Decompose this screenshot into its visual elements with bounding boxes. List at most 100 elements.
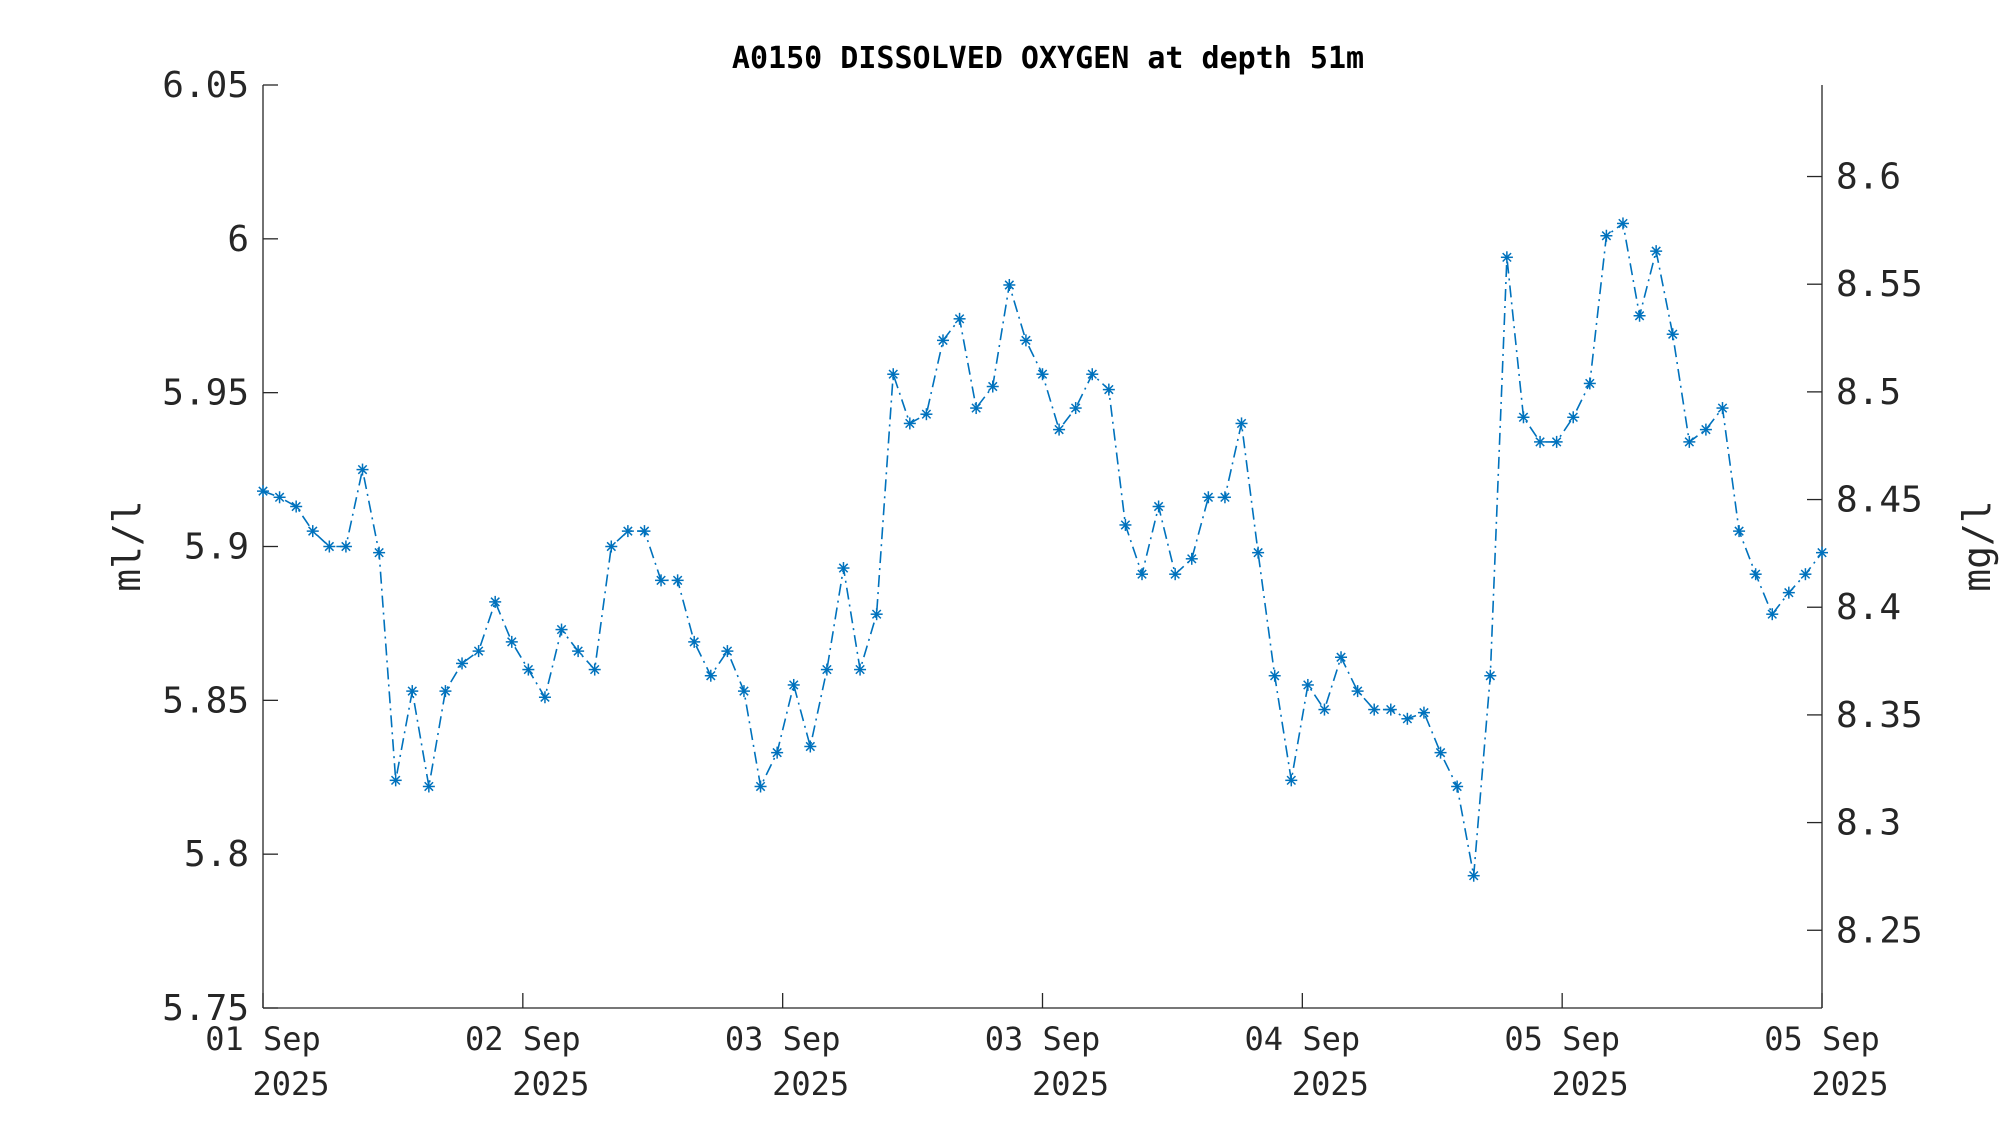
- y-tick-label-right: 8.45: [1836, 480, 1923, 521]
- data-point-marker: [1799, 568, 1812, 581]
- data-point-marker: [1534, 435, 1547, 448]
- data-point-marker: [489, 595, 502, 608]
- data-point-marker: [870, 608, 883, 621]
- data-point-marker: [970, 402, 983, 415]
- data-point-marker: [406, 685, 419, 698]
- data-point-marker: [356, 463, 369, 476]
- data-point-marker: [1666, 328, 1679, 341]
- x-tick-label-year: 2025: [252, 1065, 329, 1103]
- data-point-marker: [1600, 229, 1613, 242]
- data-point-marker: [1368, 703, 1381, 716]
- data-point-marker: [1351, 685, 1364, 698]
- x-ticks: 01 Sep 2025 02 Sep 2025 03 Sep 2025 03 Sep 2025…: [205, 993, 1889, 1103]
- data-point-marker: [1318, 703, 1331, 716]
- data-point-marker: [1102, 383, 1115, 396]
- data-point-marker: [1301, 678, 1314, 691]
- data-point-marker: [920, 408, 933, 421]
- right-y-ticks: 8.25 8.3 8.35 8.4 8.45 8.5 8.55 8.6: [1807, 157, 1923, 951]
- x-tick-label-date: 01 Sep: [205, 1020, 321, 1058]
- chart-title: A0150 DISSOLVED OXYGEN at depth 51m: [732, 41, 1364, 76]
- y-tick-label-right: 8.5: [1836, 372, 1901, 413]
- data-point-marker: [655, 574, 668, 587]
- x-tick-label-date: 03 Sep: [985, 1020, 1101, 1058]
- x-tick-label-date: 05 Sep: [1764, 1020, 1880, 1058]
- data-point-marker: [1019, 334, 1032, 347]
- data-point-marker: [456, 657, 469, 670]
- data-point-marker: [837, 562, 850, 575]
- y-axis-label-right: mg/l: [1955, 500, 1999, 592]
- data-point-marker: [572, 645, 585, 658]
- data-point-marker: [1550, 435, 1563, 448]
- data-point-marker: [422, 780, 435, 793]
- data-point-marker: [1185, 552, 1198, 565]
- data-point-marker: [522, 663, 535, 676]
- data-point-marker: [887, 368, 900, 381]
- data-point-marker: [472, 645, 485, 658]
- data-point-marker: [1086, 368, 1099, 381]
- left-y-ticks: 5.75 5.8 5.85 5.9 5.95 6 6.05: [162, 65, 278, 1029]
- data-point-marker: [704, 669, 717, 682]
- y-tick-label-right: 8.4: [1836, 587, 1901, 628]
- data-point-marker: [1782, 586, 1795, 599]
- data-point-marker: [1583, 377, 1596, 390]
- data-point-marker: [820, 663, 833, 676]
- data-point-marker: [1683, 435, 1696, 448]
- x-tick-label-date: 04 Sep: [1245, 1020, 1361, 1058]
- data-point-marker: [1733, 525, 1746, 538]
- data-point-marker: [621, 525, 634, 538]
- data-point-marker: [721, 645, 734, 658]
- data-point-marker: [1268, 669, 1281, 682]
- plot-series: [257, 217, 1828, 882]
- y-tick-label-left: 5.75: [162, 988, 249, 1029]
- x-tick-label-year: 2025: [1552, 1065, 1629, 1103]
- data-point-marker: [1384, 703, 1397, 716]
- x-tick-label-date: 02 Sep: [465, 1020, 581, 1058]
- data-point-marker: [671, 574, 684, 587]
- x-tick-label-year: 2025: [512, 1065, 589, 1103]
- y-tick-label-left: 5.95: [162, 373, 249, 414]
- data-point-marker: [1285, 774, 1298, 787]
- data-point-marker: [638, 525, 651, 538]
- data-point-marker: [373, 546, 386, 559]
- data-point-marker: [339, 540, 352, 553]
- data-point-marker: [1003, 278, 1016, 291]
- data-point-marker: [854, 663, 867, 676]
- x-tick-label-year: 2025: [1811, 1065, 1888, 1103]
- data-point-marker: [605, 540, 618, 553]
- data-point-marker: [804, 740, 817, 753]
- data-point-marker: [306, 525, 319, 538]
- data-point-marker: [1169, 568, 1182, 581]
- series-markers: [257, 217, 1828, 882]
- data-point-marker: [737, 685, 750, 698]
- data-point-marker: [273, 491, 286, 504]
- y-axis-label-left: ml/l: [105, 500, 149, 592]
- data-point-marker: [555, 623, 568, 636]
- y-tick-label-left: 6.05: [162, 65, 249, 106]
- y-tick-label-left: 5.9: [184, 527, 249, 568]
- data-point-marker: [688, 635, 701, 648]
- data-point-marker: [1434, 746, 1447, 759]
- data-point-marker: [1417, 706, 1430, 719]
- y-tick-label-left: 5.8: [184, 834, 249, 875]
- data-point-marker: [1633, 309, 1646, 322]
- x-tick-label-date: 03 Sep: [725, 1020, 841, 1058]
- data-point-marker: [538, 691, 551, 704]
- data-point-marker: [1335, 651, 1348, 664]
- x-tick-label-year: 2025: [772, 1065, 849, 1103]
- data-point-marker: [1816, 546, 1828, 559]
- data-point-marker: [1650, 245, 1663, 258]
- data-point-marker: [1202, 491, 1215, 504]
- data-point-marker: [1716, 402, 1729, 415]
- data-point-marker: [1152, 500, 1165, 513]
- data-point-marker: [754, 780, 767, 793]
- data-point-marker: [1567, 411, 1580, 424]
- y-tick-label-right: 8.25: [1836, 910, 1923, 951]
- data-point-marker: [1069, 402, 1082, 415]
- x-tick-label-year: 2025: [1032, 1065, 1109, 1103]
- data-point-marker: [1053, 423, 1066, 436]
- data-point-marker: [588, 663, 601, 676]
- data-point-marker: [439, 685, 452, 698]
- data-point-marker: [1451, 780, 1464, 793]
- y-tick-label-left: 5.85: [162, 680, 249, 721]
- data-point-marker: [1766, 608, 1779, 621]
